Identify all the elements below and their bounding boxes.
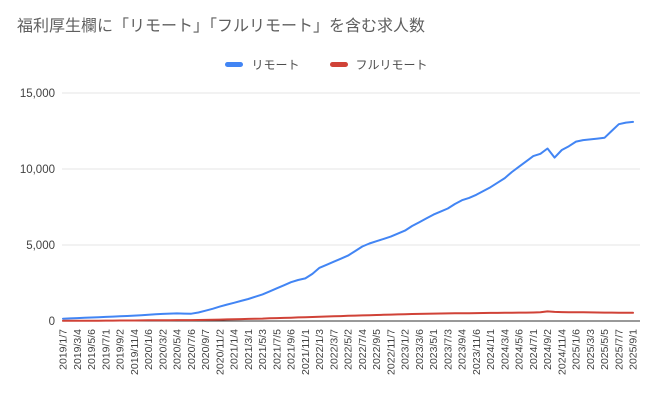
x-tick-label: 2024/3/4 [499, 329, 511, 370]
x-tick-label: 2023/5/1 [428, 329, 440, 370]
chart-title: 福利厚生欄に「リモート」「フルリモート」を含む求人数 [17, 18, 426, 35]
y-tick-label: 0 [49, 316, 55, 328]
legend-item-remote: リモート [225, 56, 300, 73]
x-tick-label: 2021/1/4 [229, 329, 241, 370]
x-tick-label: 2023/9/4 [457, 329, 469, 370]
x-tick-label: 2022/11/7 [385, 329, 397, 375]
x-tick-label: 2023/7/3 [442, 329, 454, 370]
x-tick-label: 2024/11/4 [556, 329, 568, 375]
x-tick-label: 2021/7/5 [271, 329, 283, 370]
legend-swatch-full-remote [329, 61, 348, 67]
x-tick-label: 2025/1/6 [571, 329, 583, 370]
legend-item-full-remote: フルリモート [329, 56, 428, 73]
x-tick-label: 2020/5/4 [172, 329, 184, 370]
legend-label-remote: リモート [251, 57, 300, 72]
x-tick-label: 2019/1/7 [58, 329, 70, 370]
x-tick-label: 2022/7/4 [357, 329, 369, 370]
x-tick-label: 2019/5/6 [86, 329, 98, 370]
x-tick-label: 2019/3/4 [72, 329, 84, 370]
x-tick-label: 2022/9/5 [371, 329, 383, 370]
x-tick-label: 2022/1/3 [314, 329, 326, 370]
x-tick-label: 2021/11/1 [300, 329, 312, 375]
x-tick-label: 2024/9/2 [542, 329, 554, 370]
x-tick-label: 2024/7/1 [528, 329, 540, 370]
x-tick-label: 2024/5/6 [514, 329, 526, 370]
x-tick-label: 2022/3/7 [328, 329, 340, 370]
x-tick-label: 2023/3/6 [414, 329, 426, 370]
series-line-full-remote [62, 310, 634, 322]
x-tick-label: 2023/11/6 [471, 329, 483, 375]
x-tick-label: 2019/11/4 [129, 329, 141, 375]
series-line-remote [62, 120, 634, 320]
legend: リモート フルリモート [0, 56, 653, 72]
legend-swatch-remote [225, 61, 244, 67]
x-tick-label: 2025/3/3 [585, 329, 597, 370]
x-tick-label: 2020/7/6 [186, 329, 198, 370]
y-tick-label: 10,000 [20, 164, 55, 176]
x-tick-label: 2020/3/2 [157, 329, 169, 370]
y-tick-label: 15,000 [20, 88, 55, 100]
x-tick-label: 2021/5/3 [257, 329, 269, 370]
x-tick-label: 2019/7/1 [100, 329, 112, 370]
y-tick-label: 5,000 [26, 240, 55, 252]
x-tick-label: 2025/7/7 [613, 329, 625, 370]
x-tick-label: 2021/9/6 [286, 329, 298, 370]
x-tick-label: 2019/9/2 [115, 329, 127, 370]
x-tick-label: 2025/5/5 [599, 329, 611, 370]
x-tick-label: 2025/9/1 [628, 329, 640, 370]
legend-label-full-remote: フルリモート [355, 57, 428, 72]
x-tick-label: 2024/1/1 [485, 329, 497, 370]
x-tick-label: 2022/5/2 [343, 329, 355, 370]
x-tick-label: 2021/3/1 [243, 329, 255, 370]
x-tick-label: 2020/9/7 [200, 329, 212, 370]
x-tick-label: 2020/1/6 [143, 329, 155, 370]
x-tick-label: 2020/11/2 [214, 329, 226, 375]
x-tick-label: 2023/1/2 [400, 329, 412, 370]
